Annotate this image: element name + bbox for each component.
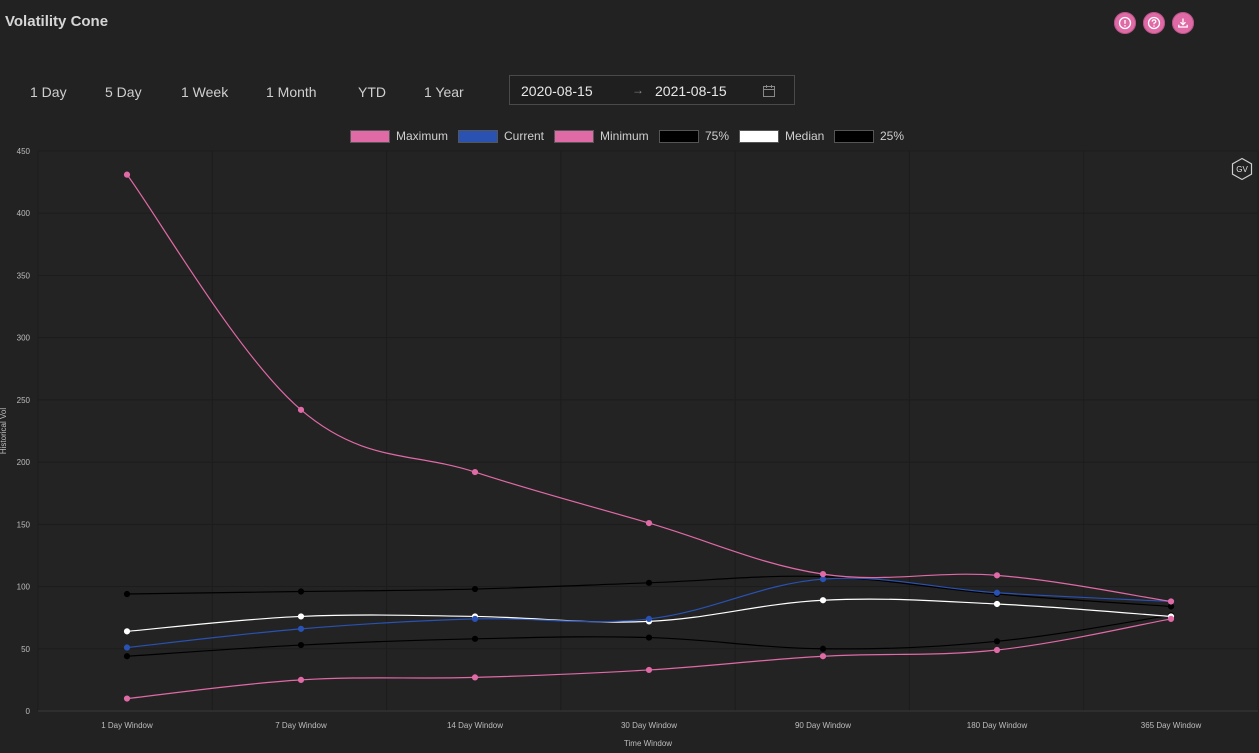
period-1-month[interactable]: 1 Month xyxy=(266,84,317,100)
data-point-median xyxy=(297,613,305,620)
end-date-input[interactable]: 2021-08-15 xyxy=(655,83,727,99)
data-point-maximum xyxy=(471,468,479,476)
legend-swatch xyxy=(350,129,390,143)
data-point-25pct xyxy=(297,641,305,649)
data-point-minimum xyxy=(993,646,1001,654)
x-tick-label: 14 Day Window xyxy=(447,721,503,730)
date-range-picker[interactable]: 2020-08-15 → 2021-08-15 xyxy=(509,75,795,105)
x-tick-label: 7 Day Window xyxy=(275,721,327,730)
x-tick-label: 180 Day Window xyxy=(967,721,1028,730)
period-1-day[interactable]: 1 Day xyxy=(30,84,67,100)
x-axis-title: Time Window xyxy=(624,739,672,748)
data-point-minimum xyxy=(471,674,479,681)
data-point-75pct xyxy=(645,579,653,586)
period-1-year[interactable]: 1 Year xyxy=(424,84,464,100)
period-1-week[interactable]: 1 Week xyxy=(181,84,229,100)
y-tick-label: 200 xyxy=(17,458,31,467)
legend-label: Minimum xyxy=(600,129,649,143)
legend-label: Maximum xyxy=(396,129,449,143)
data-point-minimum xyxy=(297,676,305,683)
y-tick-label: 0 xyxy=(26,707,31,716)
legend-median[interactable]: Median xyxy=(739,128,824,144)
x-tick-label: 365 Day Window xyxy=(1141,721,1202,730)
data-point-25pct xyxy=(993,638,1001,645)
data-point-75pct xyxy=(471,585,479,593)
y-tick-label: 150 xyxy=(17,520,31,529)
y-axis-title: Historical Vol xyxy=(0,408,8,454)
legend-swatch xyxy=(458,129,498,143)
legend-label: 75% xyxy=(705,129,730,143)
legend-swatch xyxy=(739,129,779,143)
data-point-current xyxy=(993,589,1001,596)
info-icon xyxy=(1118,16,1132,30)
legend-current[interactable]: Current xyxy=(458,128,544,144)
page-title: Volatility Cone xyxy=(5,13,109,30)
data-point-maximum xyxy=(819,571,827,578)
y-tick-label: 350 xyxy=(17,271,31,280)
legend-25[interactable]: 25% xyxy=(834,128,904,144)
legend-label: Median xyxy=(785,129,825,143)
data-point-25pct xyxy=(471,635,479,642)
legend-75[interactable]: 75% xyxy=(659,128,729,144)
data-point-median xyxy=(819,597,827,604)
y-tick-label: 100 xyxy=(17,583,31,592)
y-tick-label: 400 xyxy=(17,209,31,218)
data-point-median xyxy=(993,600,1001,608)
download-button[interactable] xyxy=(1172,12,1194,34)
y-tick-label: 300 xyxy=(17,334,31,343)
data-point-25pct xyxy=(645,634,653,641)
legend-maximum[interactable]: Maximum xyxy=(350,128,448,144)
x-tick-label: 90 Day Window xyxy=(795,721,851,730)
range-arrow-icon: → xyxy=(632,83,644,97)
period-5-day[interactable]: 5 Day xyxy=(105,84,142,100)
data-point-median xyxy=(123,628,131,635)
legend-label: Current xyxy=(504,129,545,143)
gv-logo-icon: GV xyxy=(1231,157,1253,181)
legend-swatch xyxy=(659,129,699,143)
download-icon xyxy=(1178,18,1188,28)
help-button[interactable] xyxy=(1143,12,1165,34)
data-point-current xyxy=(819,575,827,583)
data-point-minimum xyxy=(819,653,827,660)
data-point-current xyxy=(645,615,653,623)
data-point-75pct xyxy=(1167,603,1175,610)
info-button[interactable] xyxy=(1114,12,1136,34)
calendar-icon[interactable] xyxy=(762,84,776,98)
data-point-maximum xyxy=(123,171,131,178)
data-point-minimum xyxy=(645,666,653,674)
data-point-25pct xyxy=(819,645,827,652)
data-point-maximum xyxy=(645,519,653,527)
x-tick-label: 1 Day Window xyxy=(101,721,153,730)
y-tick-label: 50 xyxy=(21,645,30,654)
data-point-current xyxy=(297,625,305,632)
plot-area xyxy=(38,151,1258,711)
y-tick-label: 250 xyxy=(17,396,31,405)
data-point-minimum xyxy=(1167,615,1175,623)
data-point-current xyxy=(123,644,131,651)
legend-minimum[interactable]: Minimum xyxy=(554,128,649,144)
data-point-75pct xyxy=(123,590,131,598)
legend-swatch xyxy=(554,129,594,143)
data-point-maximum xyxy=(993,572,1001,579)
data-point-75pct xyxy=(297,588,305,595)
data-point-maximum xyxy=(297,406,305,413)
data-point-maximum xyxy=(1167,598,1175,605)
x-tick-label: 30 Day Window xyxy=(621,721,677,730)
period-ytd[interactable]: YTD xyxy=(358,84,386,100)
y-tick-label: 450 xyxy=(17,147,31,156)
help-icon xyxy=(1147,16,1161,30)
legend-swatch xyxy=(834,129,874,143)
legend-label: 25% xyxy=(880,129,905,143)
start-date-input[interactable]: 2020-08-15 xyxy=(521,83,593,99)
data-point-25pct xyxy=(123,653,131,660)
data-point-minimum xyxy=(123,695,131,702)
gv-logo-text: GV xyxy=(1236,165,1248,174)
data-point-current xyxy=(471,615,479,623)
